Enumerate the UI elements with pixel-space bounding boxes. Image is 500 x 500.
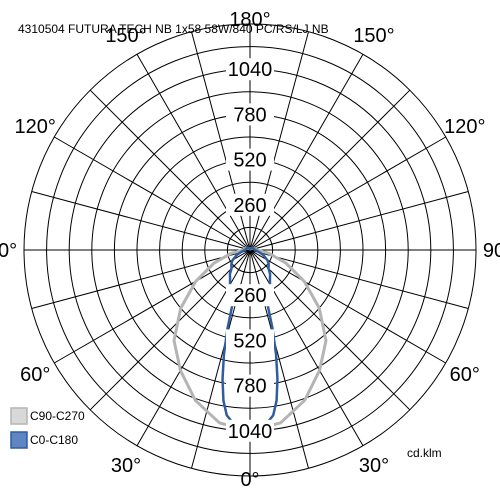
grid-spoke [249,249,469,309]
grid-spoke [31,249,251,309]
grid-spoke [249,191,469,251]
radial-tick-label: 520 [233,150,266,172]
grid-spoke [54,249,251,364]
grid-spoke [249,249,411,411]
angle-label-top: 180° [229,9,270,31]
angle-label: 60° [20,364,50,386]
tick-label-background [226,193,274,216]
angle-label-bottom: 0° [240,469,259,491]
legend-label-c0-c180: C0-C180 [30,433,78,447]
unit-label: cd.klm [407,446,442,460]
radial-tick-label: 780 [233,376,266,398]
tick-label-background [226,148,274,171]
angle-label: 150° [105,25,146,47]
angle-label: 120° [444,116,485,138]
legend-swatch-c90-c270 [10,407,28,425]
radial-tick-label: 520 [233,330,266,352]
grid-spoke [31,191,251,251]
grid-spoke [249,89,411,251]
grid-spoke [136,54,251,251]
grid-spoke [249,54,364,251]
tick-label-background [226,419,274,442]
radial-tick-label: 1040 [228,421,273,443]
angle-label: 90° [483,240,500,262]
angle-label: 60° [450,364,480,386]
grid-spoke [249,249,446,364]
grid-spoke [54,136,251,251]
radial-tick-label: 780 [233,104,266,126]
radial-tick-label: 1040 [228,59,273,81]
grid-spoke [249,136,446,251]
tick-label-background [226,374,274,397]
legend-swatch-c0-c180 [10,431,28,449]
legend: C90-C270 C0-C180 [10,407,85,449]
radial-tick-label: 260 [233,195,266,217]
grid-spoke [89,89,251,251]
tick-label-background [226,329,274,352]
tick-label-background [226,58,274,81]
angle-label: 90° [0,240,17,262]
tick-label-background [226,284,274,307]
angle-label: 30° [359,455,389,477]
angle-label: 30° [111,455,141,477]
legend-label-c90-c270: C90-C270 [30,409,85,423]
angle-label: 120° [15,116,56,138]
chart-title: 4310504 FUTURA TECH NB 1x58 58W/840 PC/R… [18,22,329,36]
angle-label: 150° [353,25,394,47]
angle-labels: 150° 120° 90° 60° 30° 150° 120° 90° 60° 30° 180° 0° [0,9,500,491]
tick-label-background [226,103,274,126]
radial-tick-labels: 260 260 520 520 780 780 1040 1040 [226,58,274,443]
grid-spoke [89,249,251,411]
radial-tick-label: 260 [233,285,266,307]
